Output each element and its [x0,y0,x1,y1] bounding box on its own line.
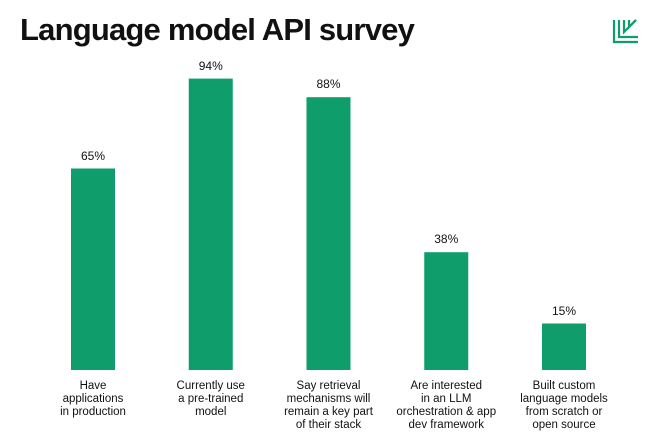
bar [188,78,233,370]
bar [424,252,469,370]
logo [612,19,638,44]
bar [306,97,351,370]
x-tick-label: Currently use a pre-trained model [176,380,245,418]
chart-title: Language model API survey [20,12,415,47]
value-label: 38% [434,232,459,247]
value-label: 65% [80,148,106,163]
value-label: 15% [551,303,577,318]
bar [71,168,115,370]
value-label: 88% [316,77,341,92]
x-tick-label: Say retrieval mechanisms will remain a k… [284,380,373,431]
x-tick-label: Are interested in an LLM orchestration &… [396,380,497,431]
x-tick-label: Have applications in production [60,380,126,418]
x-tick-label: Built custom language models from scratc… [520,380,608,431]
bar [542,323,586,370]
value-label: 94% [198,58,223,73]
